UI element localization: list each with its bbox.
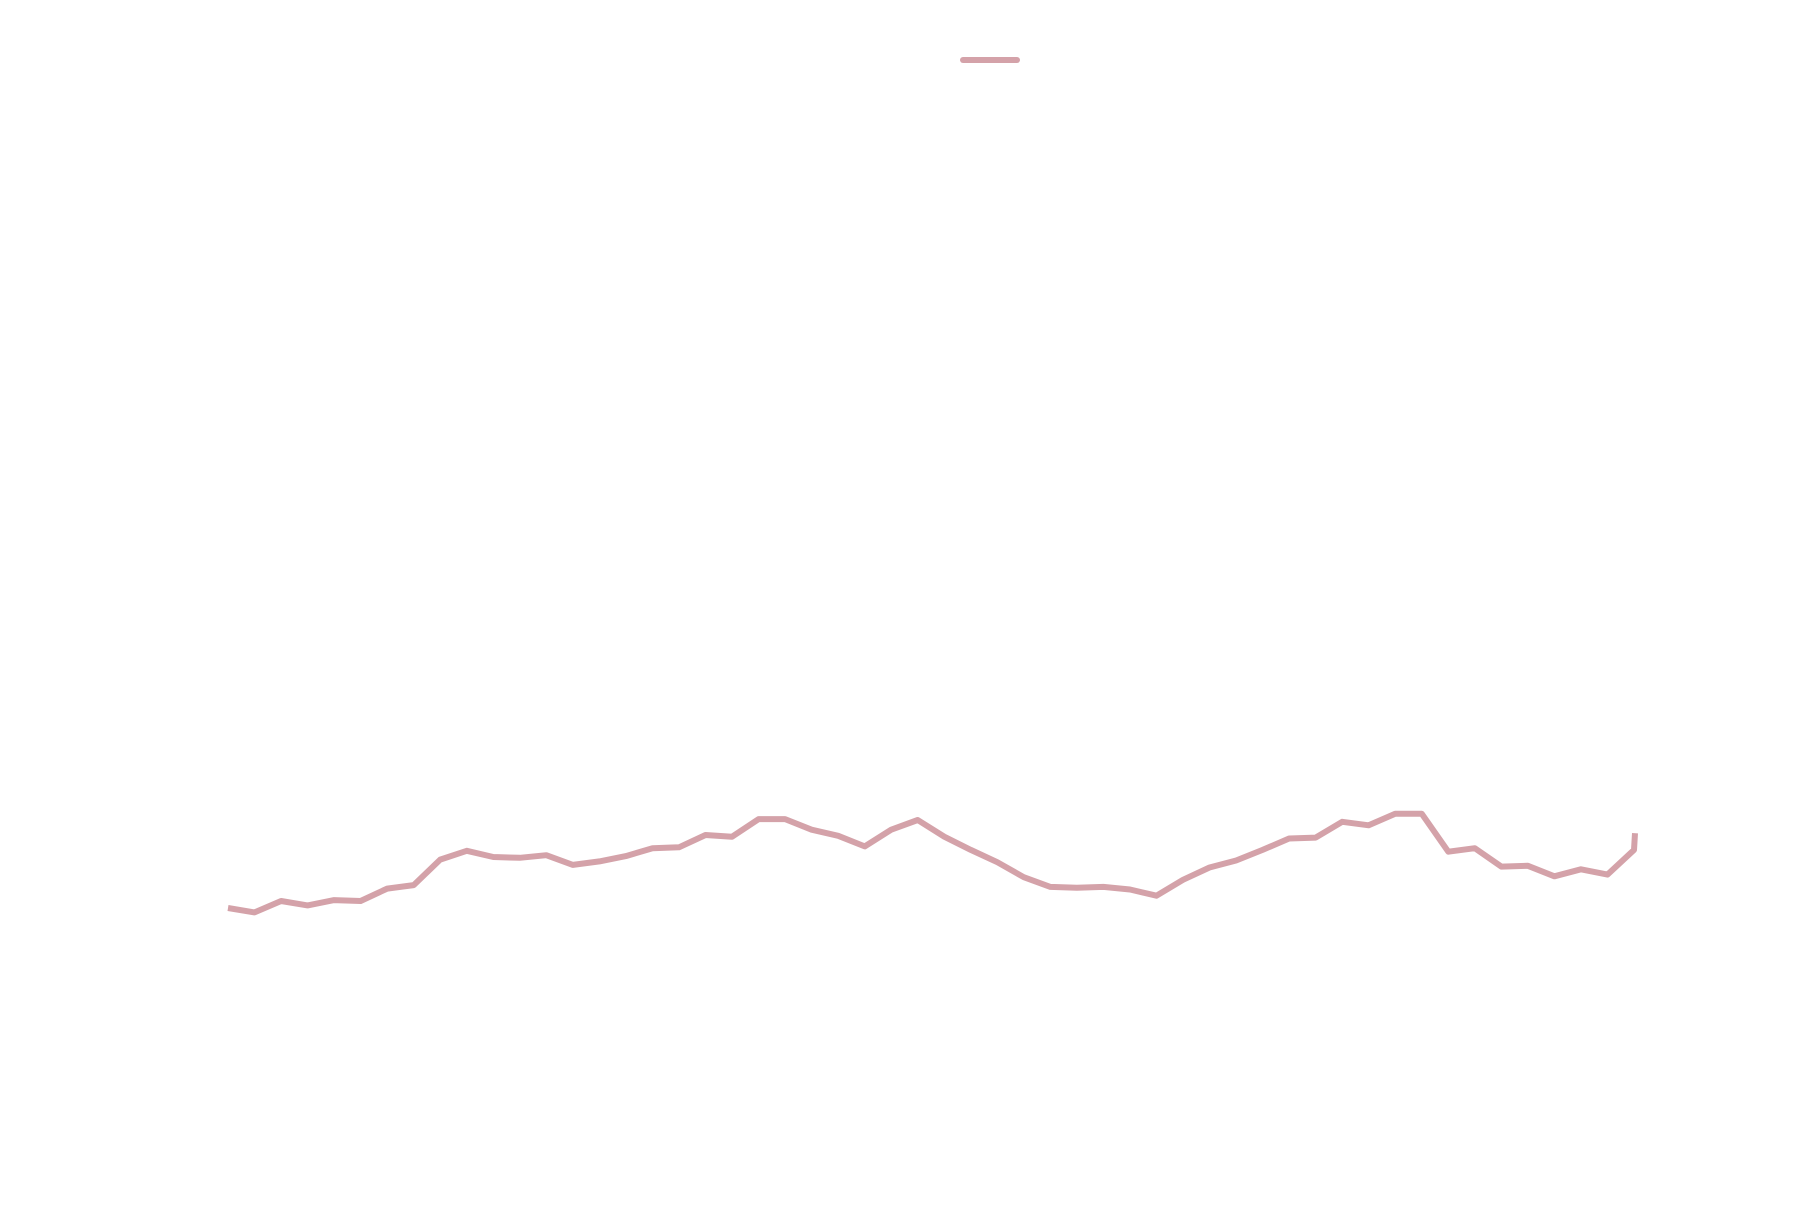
data-point xyxy=(1100,884,1106,890)
data-point xyxy=(570,862,576,868)
data-point xyxy=(225,905,231,911)
data-point xyxy=(623,853,629,859)
data-point xyxy=(278,898,284,904)
data-point xyxy=(1074,885,1080,891)
data-point xyxy=(1180,877,1186,883)
plot-area xyxy=(225,810,1638,916)
data-point xyxy=(1525,863,1531,869)
data-point xyxy=(358,898,364,904)
data-point xyxy=(411,882,417,888)
data-point xyxy=(941,834,947,840)
data-point xyxy=(650,845,656,851)
data-point xyxy=(252,909,258,915)
data-point xyxy=(596,858,602,864)
data-point xyxy=(1631,847,1637,853)
data-point xyxy=(517,855,523,861)
data-point xyxy=(888,827,894,833)
data-point xyxy=(1392,811,1398,817)
data-point xyxy=(1313,835,1319,841)
data-point xyxy=(1339,819,1345,825)
data-point xyxy=(543,852,549,858)
data-point xyxy=(1605,872,1611,878)
data-point xyxy=(464,848,470,854)
data-point xyxy=(1578,866,1584,872)
data-point xyxy=(1021,874,1027,880)
data-point xyxy=(809,827,815,833)
series-line-0 xyxy=(227,810,1638,916)
data-point xyxy=(1047,884,1053,890)
data-point xyxy=(915,817,921,823)
data-point xyxy=(490,854,496,860)
data-point xyxy=(437,857,443,863)
data-point xyxy=(1207,865,1213,871)
data-point xyxy=(1498,864,1504,870)
data-point xyxy=(1445,849,1451,855)
data-point xyxy=(1366,822,1372,828)
data-point xyxy=(1286,836,1292,842)
data-point xyxy=(384,886,390,892)
data-point xyxy=(1233,858,1239,864)
data-point xyxy=(1127,887,1133,893)
data-point xyxy=(756,816,762,822)
data-point xyxy=(1154,893,1160,899)
data-point xyxy=(862,843,868,849)
data-point xyxy=(994,859,1000,865)
data-point xyxy=(331,897,337,903)
data-point xyxy=(835,833,841,839)
data-point xyxy=(1551,873,1557,879)
data-point xyxy=(676,844,682,850)
data-point xyxy=(1472,845,1478,851)
data-point xyxy=(1260,847,1266,853)
data-point xyxy=(703,832,709,838)
data-point xyxy=(968,847,974,853)
data-point xyxy=(729,834,735,840)
data-point xyxy=(782,816,788,822)
data-point xyxy=(305,902,311,908)
data-point xyxy=(1419,811,1425,817)
